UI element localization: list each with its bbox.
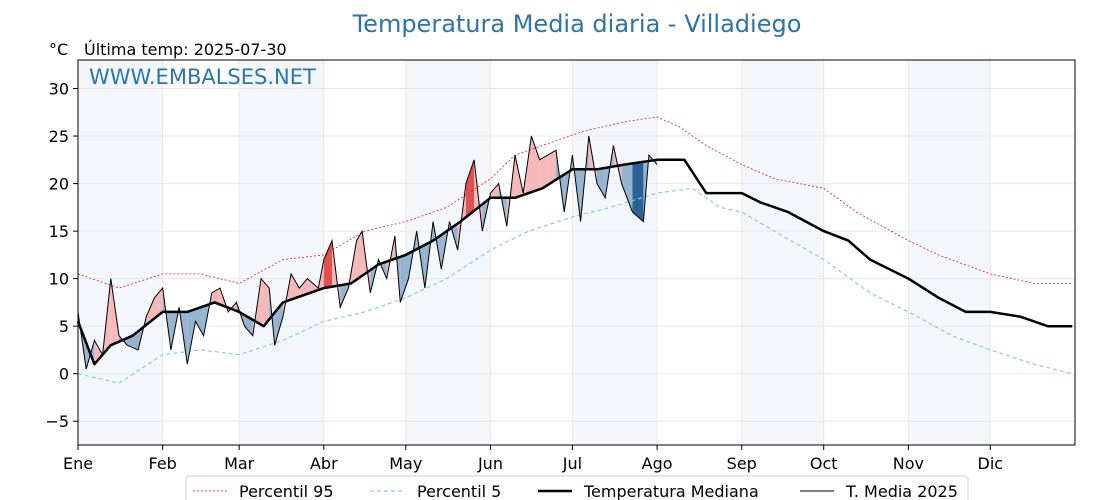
anomaly-fill [261, 278, 270, 325]
y-tick-label: −5 [45, 412, 69, 431]
x-tick-label: Jun [477, 454, 503, 473]
legend-box [185, 475, 969, 500]
month-band [405, 60, 491, 445]
y-tick-label: 0 [59, 365, 69, 384]
anomaly-fill [465, 159, 475, 218]
month-band [741, 60, 824, 445]
anomaly-fill [632, 161, 644, 222]
y-tick-label: 30 [49, 80, 69, 99]
x-tick-label: Oct [810, 454, 838, 473]
watermark: WWW.EMBALSES.NET [89, 65, 316, 89]
legend-item-p95-label: Percentil 95 [239, 482, 334, 500]
month-band [239, 60, 324, 445]
anomaly-fill [299, 278, 308, 297]
legend-item-2025-label: T. Media 2025 [845, 482, 958, 500]
anomaly-fill [195, 306, 204, 336]
x-tick-label: Mar [224, 454, 255, 473]
x-tick-label: Jul [562, 454, 582, 473]
x-tick-label: Abr [310, 454, 338, 473]
month-band [572, 60, 658, 445]
anomaly-fill [356, 231, 363, 280]
x-tick-label: Sep [727, 454, 757, 473]
chart-title: Temperatura Media diaria - Villadiego [352, 10, 802, 38]
anomaly-fill [362, 231, 371, 293]
month-band [908, 60, 991, 445]
last-temp-label: Última temp: 2025-07-30 [84, 40, 287, 59]
x-axis: Ene Feb Mar Abr May Jun Jul Ago Sep Oct Nov Dic [63, 445, 1003, 473]
anomaly-fill [531, 136, 540, 193]
anomaly-fill [490, 183, 499, 198]
anomaly-fill [424, 221, 434, 289]
x-tick-label: Nov [893, 454, 924, 473]
anomaly-fill [580, 136, 589, 222]
anomaly-fill [146, 297, 155, 325]
y-axis-unit-label: °C [49, 40, 68, 59]
legend: Percentil 95 Percentil 5 Temperatura Media… [185, 475, 969, 500]
plot-frame [77, 59, 1076, 446]
anomaly-fill [244, 315, 253, 336]
x-tick-label: Ago [642, 454, 673, 473]
anomaly-fill [323, 240, 333, 289]
anomaly-fill [400, 253, 409, 303]
x-tick-label: Dic [978, 454, 1004, 473]
month-band [78, 60, 163, 445]
anomaly-fill [187, 309, 196, 365]
anomaly-fill [613, 145, 622, 184]
x-tick-label: Feb [149, 454, 177, 473]
anomaly-fill [127, 331, 139, 350]
anomaly-fill [539, 155, 548, 190]
y-axis: 30 25 20 15 10 5 0 −5 [45, 80, 78, 431]
anomaly-fill [94, 340, 103, 365]
legend-item-median-label: Temperatura Mediana [583, 482, 759, 500]
percentile-5-line [77, 187, 1073, 384]
y-tick-label: 20 [49, 175, 69, 194]
anomaly-fill [291, 273, 300, 300]
temperature-2025-line [77, 135, 658, 370]
anomaly-fill [596, 167, 606, 198]
anomaly-fill [621, 163, 633, 213]
y-tick-label: 5 [59, 317, 69, 336]
x-tick-label: Ene [63, 454, 93, 473]
x-tick-label: May [389, 454, 422, 473]
anomaly-fill [547, 150, 557, 185]
median-temperature-line [76, 158, 1073, 366]
anomaly-fill [274, 302, 283, 346]
series-lines [76, 116, 1073, 384]
percentile-95-line [77, 116, 1073, 289]
legend-item-p5-label: Percentil 5 [417, 482, 501, 500]
y-tick-label: 25 [49, 127, 69, 146]
y-tick-label: 15 [49, 222, 69, 241]
y-tick-label: 10 [49, 270, 69, 289]
month-bands [78, 60, 991, 445]
